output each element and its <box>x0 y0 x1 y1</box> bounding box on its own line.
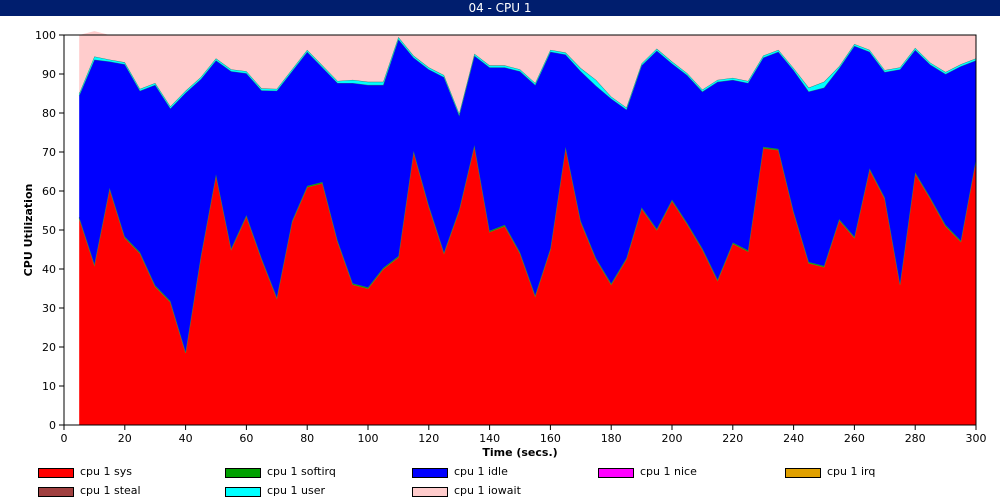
x-tick-label: 100 <box>358 432 379 445</box>
x-tick-label: 140 <box>479 432 500 445</box>
y-tick-label: 50 <box>42 224 56 237</box>
stacked-areas <box>78 31 977 425</box>
x-tick-label: 120 <box>418 432 439 445</box>
legend-swatch <box>412 468 448 478</box>
legend-label: cpu 1 idle <box>454 465 508 478</box>
y-tick-label: 0 <box>49 419 56 432</box>
x-tick-label: 200 <box>662 432 683 445</box>
legend-swatch <box>598 468 634 478</box>
legend-label: cpu 1 softirq <box>267 465 336 478</box>
legend-swatch <box>225 487 261 497</box>
y-tick-label: 30 <box>42 302 56 315</box>
legend-label: cpu 1 nice <box>640 465 697 478</box>
y-tick-label: 70 <box>42 146 56 159</box>
y-tick-label: 40 <box>42 263 56 276</box>
x-tick-label: 300 <box>966 432 987 445</box>
legend-swatch <box>785 468 821 478</box>
x-axis-label: Time (secs.) <box>482 446 557 459</box>
x-tick-label: 260 <box>844 432 865 445</box>
y-tick-label: 80 <box>42 107 56 120</box>
line-cpu-1-iowait <box>79 31 976 35</box>
area-cpu-1-sys <box>79 146 976 425</box>
y-tick-label: 100 <box>35 29 56 42</box>
legend-label: cpu 1 irq <box>827 465 876 478</box>
chart-window-title: 04 - CPU 1 <box>0 0 1000 16</box>
x-tick-label: 220 <box>722 432 743 445</box>
legend-label: cpu 1 sys <box>80 465 132 478</box>
x-tick-label: 0 <box>61 432 68 445</box>
legend-label: cpu 1 steal <box>80 484 141 497</box>
y-tick-label: 20 <box>42 341 56 354</box>
x-tick-label: 240 <box>783 432 804 445</box>
y-tick-label: 90 <box>42 68 56 81</box>
x-tick-label: 60 <box>239 432 253 445</box>
legend-label: cpu 1 iowait <box>454 484 521 497</box>
legend-swatch <box>225 468 261 478</box>
y-tick-label: 60 <box>42 185 56 198</box>
legend-label: cpu 1 user <box>267 484 325 497</box>
area-cpu-1-idle <box>79 39 976 352</box>
legend-swatch <box>412 487 448 497</box>
x-tick-label: 20 <box>118 432 132 445</box>
legend-swatch <box>38 487 74 497</box>
x-axis-ticks: 0 20 40 60 80 100 120 140 160 180 200 220 240 260 280 3… <box>61 425 987 445</box>
x-tick-label: 40 <box>179 432 193 445</box>
x-tick-label: 280 <box>905 432 926 445</box>
x-tick-label: 160 <box>540 432 561 445</box>
y-axis-label: CPU Utilization <box>22 184 35 277</box>
cpu-utilization-chart: 0 20 40 60 80 100 120 140 160 180 200 220 240 260 280 3… <box>22 29 987 459</box>
x-tick-label: 180 <box>601 432 622 445</box>
y-tick-label: 10 <box>42 380 56 393</box>
x-tick-label: 80 <box>300 432 314 445</box>
legend-swatch <box>38 468 74 478</box>
area-cpu-1-iowait <box>79 31 976 114</box>
y-axis-ticks: 0 10 20 30 40 50 60 70 80 90 100 <box>35 29 64 432</box>
